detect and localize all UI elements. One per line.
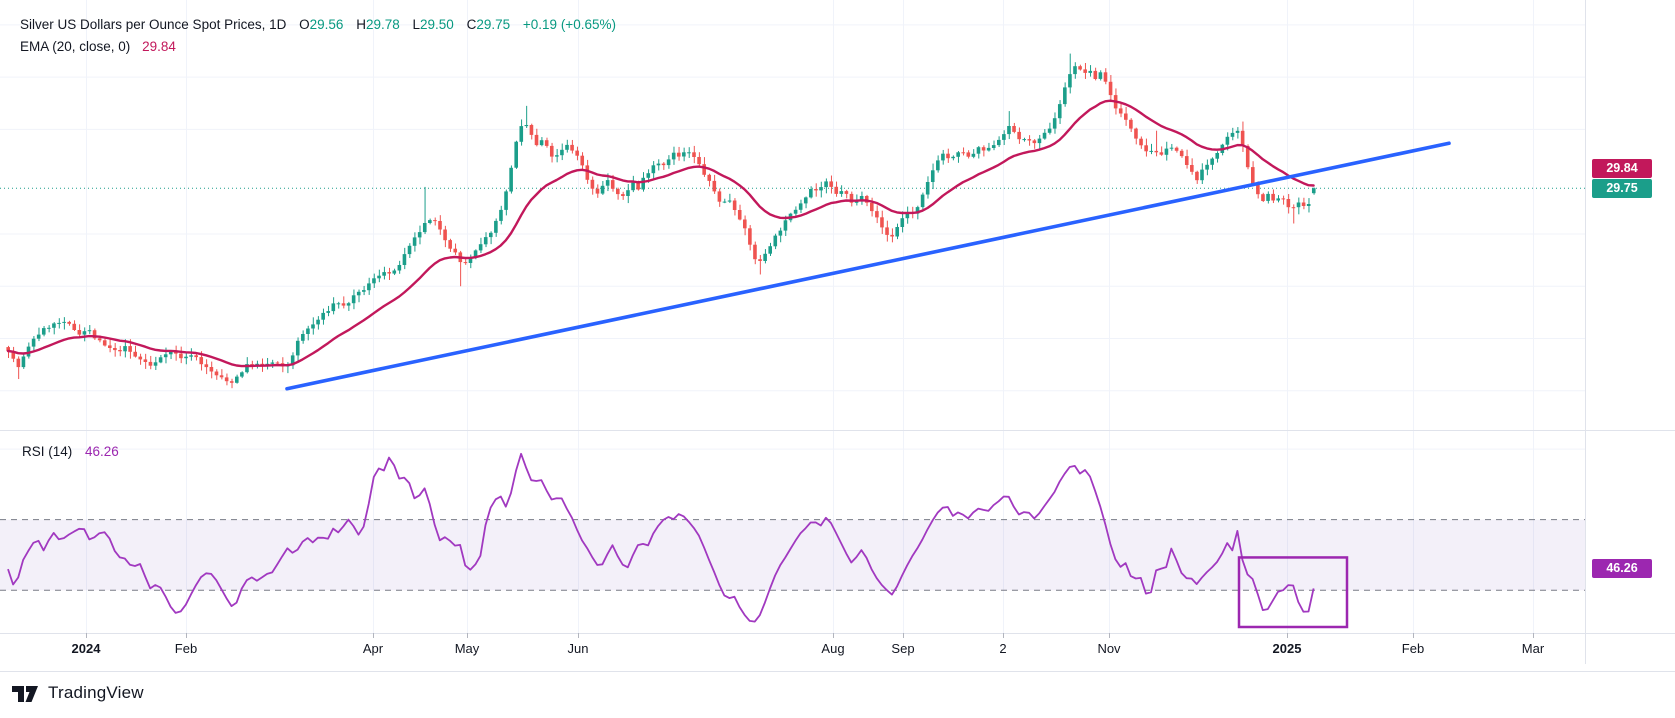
tradingview-logo-icon[interactable] bbox=[10, 681, 40, 705]
open-value: 29.56 bbox=[309, 17, 344, 32]
time-axis[interactable]: 2024 Feb Apr May Jun Aug Sep 2 Nov 2025 Feb Mar bbox=[0, 633, 1585, 664]
date-axis-label: 2 bbox=[999, 641, 1007, 656]
date-axis-label: Feb bbox=[174, 641, 198, 656]
high-value: 29.78 bbox=[365, 17, 400, 32]
date-axis-label: 2025 bbox=[1272, 641, 1302, 656]
symbol-legend-row[interactable]: Silver US Dollars per Ounce Spot Prices,… bbox=[20, 14, 616, 36]
date-axis-label: Aug bbox=[821, 641, 845, 656]
rsi-legend-row[interactable]: RSI (14) 46.26 bbox=[22, 444, 119, 460]
ema-legend-row[interactable]: EMA (20, close, 0) 29.84 bbox=[20, 36, 616, 58]
rsi-label: RSI (14) bbox=[22, 444, 73, 459]
date-axis-label: Jun bbox=[567, 641, 589, 656]
date-axis-label: May bbox=[454, 641, 480, 656]
date-axis-label: Apr bbox=[362, 641, 384, 656]
footer: TradingView bbox=[10, 678, 144, 708]
symbol-title: Silver US Dollars per Ounce Spot Prices,… bbox=[20, 17, 287, 32]
close-value: 29.75 bbox=[476, 17, 511, 32]
rsi-value-badge: 46.26 bbox=[1592, 559, 1652, 578]
date-axis-label: Sep bbox=[891, 641, 915, 656]
date-axis-label: Feb bbox=[1401, 641, 1425, 656]
date-axis-label: Nov bbox=[1097, 641, 1121, 656]
tradingview-brand-text: TradingView bbox=[48, 683, 144, 702]
ema-value: 29.84 bbox=[142, 39, 176, 54]
open-label: O bbox=[299, 17, 310, 32]
rsi-value: 46.26 bbox=[85, 444, 119, 459]
date-axis-label: 2024 bbox=[71, 641, 101, 656]
last-price-badge: 29.75 bbox=[1592, 179, 1652, 198]
ema-price-badge: 29.84 bbox=[1592, 159, 1652, 178]
close-label: C bbox=[466, 17, 477, 32]
change-value: +0.19 (+0.65%) bbox=[522, 17, 616, 32]
low-value: 29.50 bbox=[420, 17, 454, 32]
legend: Silver US Dollars per Ounce Spot Prices,… bbox=[20, 14, 616, 58]
ema-label: EMA (20, close, 0) bbox=[20, 39, 131, 54]
date-axis-label: Mar bbox=[1521, 641, 1545, 656]
low-label: L bbox=[412, 17, 421, 32]
high-label: H bbox=[356, 17, 366, 32]
